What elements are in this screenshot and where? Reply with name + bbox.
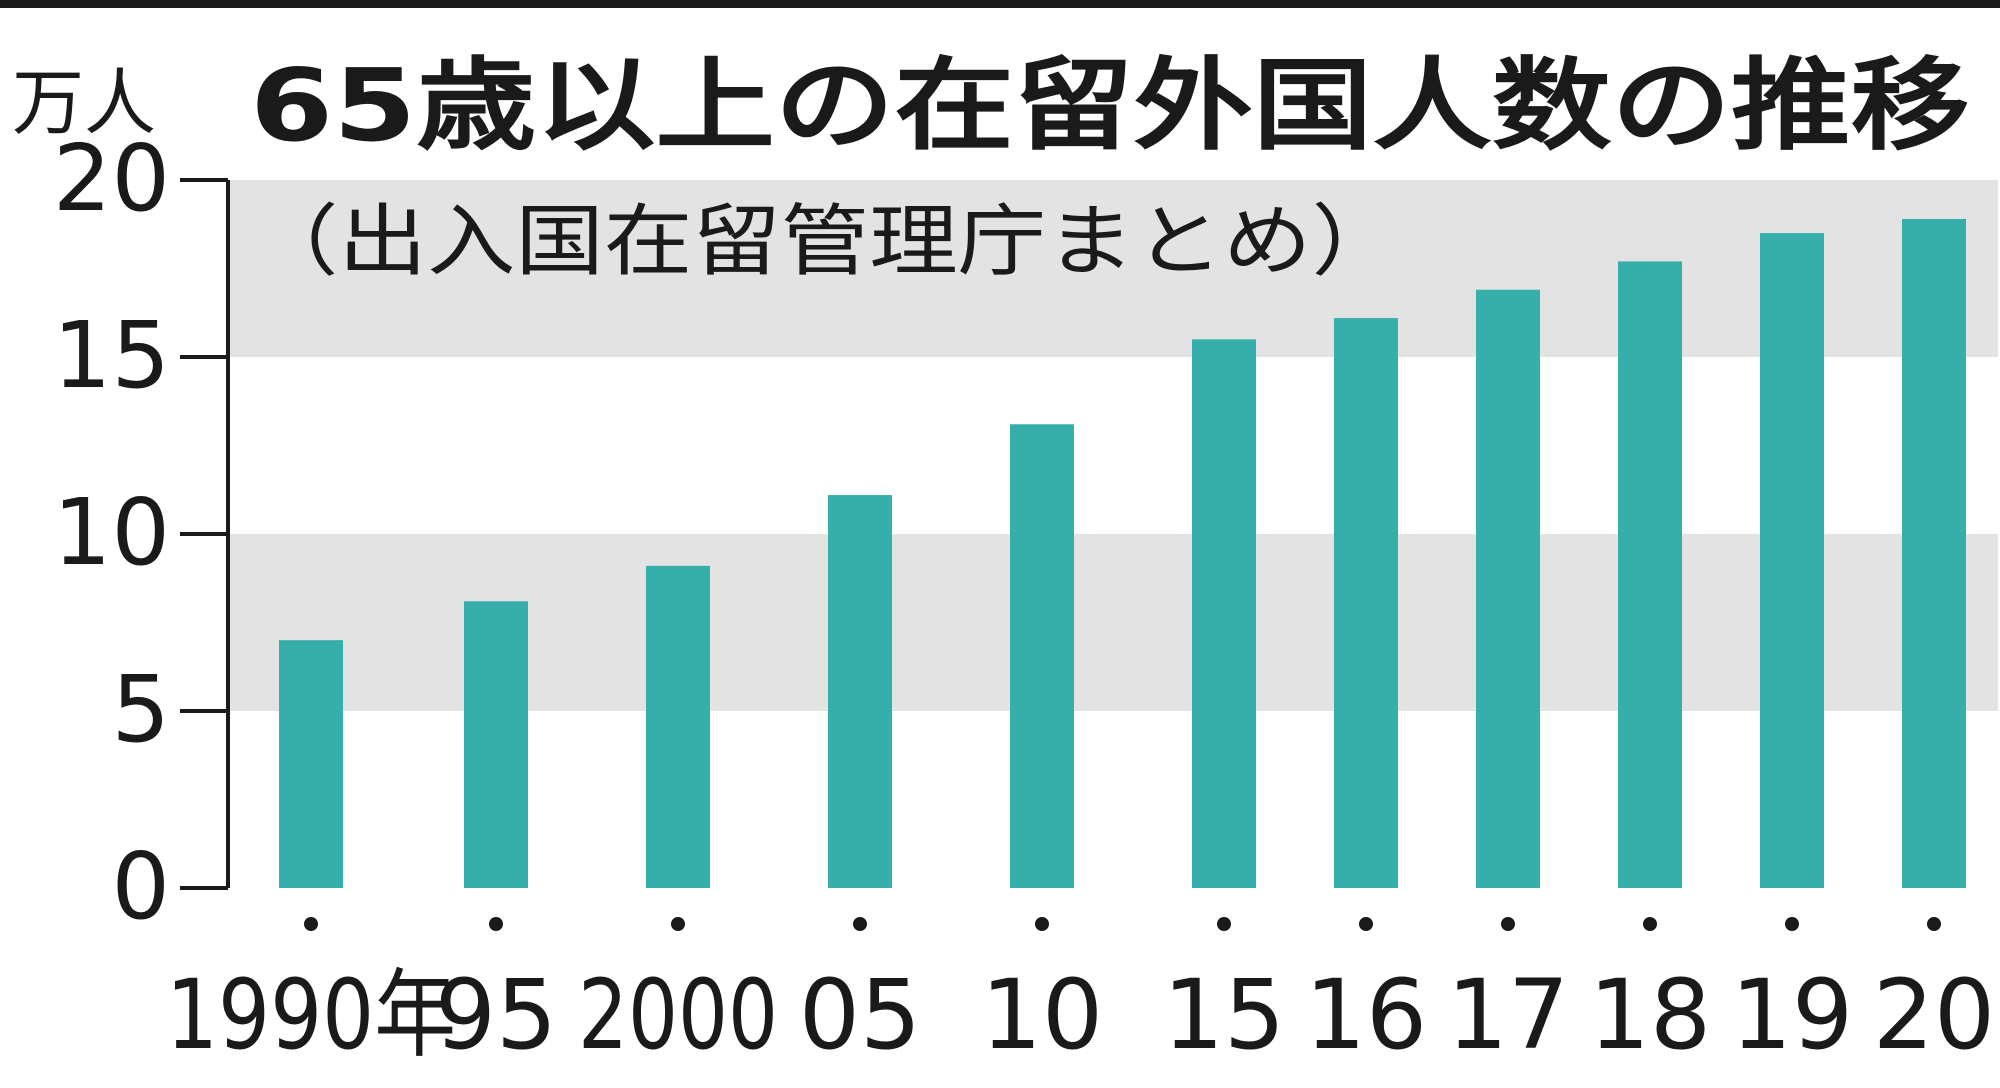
bar-17 xyxy=(1476,289,1540,888)
x-tick-dot-17 xyxy=(1501,917,1515,931)
x-tick-label-16: 16 xyxy=(1305,959,1427,1071)
x-tick-label-19: 19 xyxy=(1731,959,1853,1071)
x-tick-label-17: 17 xyxy=(1447,959,1569,1071)
x-tick-dot-19 xyxy=(1785,917,1799,931)
bar-18 xyxy=(1618,261,1682,888)
y-axis: 0 5 10 15 20 xyxy=(53,125,230,940)
bar-1990年 xyxy=(279,640,343,888)
x-tick-dot-10 xyxy=(1035,917,1049,931)
x-tick-label-05: 05 xyxy=(799,959,921,1071)
x-tick-label-20: 20 xyxy=(1873,959,1995,1071)
bar-19 xyxy=(1760,233,1824,889)
bar-series xyxy=(279,218,1966,889)
x-tick-dot-20 xyxy=(1927,917,1941,931)
y-tick-label-10: 10 xyxy=(53,479,170,586)
x-tick-label-10: 10 xyxy=(981,959,1103,1071)
band-1 xyxy=(230,180,1998,357)
top-rule xyxy=(0,0,2000,8)
x-tick-dot-16 xyxy=(1359,917,1373,931)
bar-05 xyxy=(828,495,892,888)
x-tick-label-18: 18 xyxy=(1589,959,1711,1071)
x-tick-dot-95 xyxy=(489,917,503,931)
x-tick-label-15: 15 xyxy=(1163,959,1285,1071)
x-tick-dot-05 xyxy=(853,917,867,931)
bar-10 xyxy=(1010,424,1074,888)
x-tick-dot-1990年 xyxy=(304,917,318,931)
y-tick-label-5: 5 xyxy=(111,656,170,763)
bar-95 xyxy=(464,601,528,888)
chart-subtitle: （出入国在留管理庁まとめ） xyxy=(250,197,1400,287)
bar-20 xyxy=(1902,218,1966,888)
x-tick-label-95: 95 xyxy=(435,959,557,1071)
bar-2000 xyxy=(646,565,710,888)
bar-16 xyxy=(1334,318,1398,888)
x-tick-label-1990年: 1990年 xyxy=(166,959,456,1071)
x-tick-dot-2000 xyxy=(671,917,685,931)
chart-title: 65歳以上の在留外国人数の推移 xyxy=(250,47,1970,164)
y-tick-label-20: 20 xyxy=(53,125,170,232)
y-tick-label-15: 15 xyxy=(53,302,170,409)
bar-15 xyxy=(1192,339,1256,888)
x-tick-label-2000: 2000 xyxy=(578,959,778,1071)
y-unit-label: 万人 xyxy=(12,61,156,145)
x-tick-dot-18 xyxy=(1643,917,1657,931)
y-tick-label-0: 0 xyxy=(111,833,170,940)
x-tick-dot-15 xyxy=(1217,917,1231,931)
